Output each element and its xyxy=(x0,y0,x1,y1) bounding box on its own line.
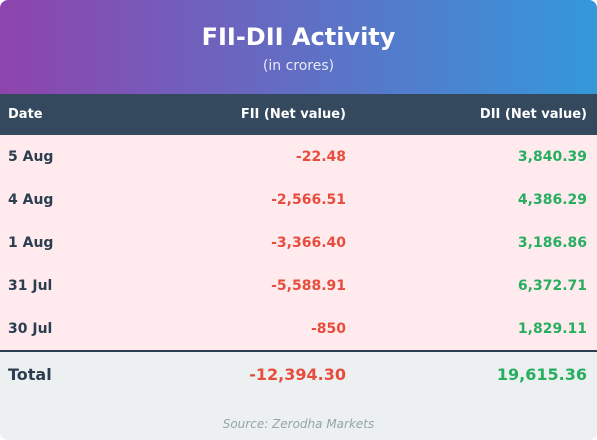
total-dii-value: 19,615.36 xyxy=(496,365,587,384)
card-title: FII-DII Activity xyxy=(201,23,396,51)
row-date: 4 Aug xyxy=(8,191,54,208)
table-row: 30 Jul -850 1,829.11 xyxy=(0,307,597,350)
table-body: 5 Aug -22.48 3,840.39 4 Aug -2,566.51 4,… xyxy=(0,135,597,352)
card-header: FII-DII Activity (in crores) xyxy=(0,0,597,94)
column-header-fii: FII (Net value) xyxy=(240,107,346,122)
table-header: Date FII (Net value) DII (Net value) xyxy=(0,94,597,135)
total-row: Total -12,394.30 19,615.36 xyxy=(0,352,597,397)
row-date: 1 Aug xyxy=(8,234,54,251)
column-header-dii: DII (Net value) xyxy=(479,107,587,122)
card-subtitle: (in crores) xyxy=(262,58,335,74)
row-fii-value: -5,588.91 xyxy=(271,277,346,294)
total-label: Total xyxy=(8,365,52,384)
row-fii-value: -2,566.51 xyxy=(271,191,346,208)
row-dii-value: 1,829.11 xyxy=(517,320,587,337)
row-date: 5 Aug xyxy=(8,148,54,165)
column-header-date: Date xyxy=(8,107,43,122)
table-row: 1 Aug -3,366.40 3,186.86 xyxy=(0,221,597,264)
row-dii-value: 6,372.71 xyxy=(517,277,587,294)
row-fii-value: -850 xyxy=(310,320,346,337)
row-date: 30 Jul xyxy=(8,320,53,337)
table-row: 5 Aug -22.48 3,840.39 xyxy=(0,135,597,178)
source-note: Source: Zerodha Markets xyxy=(222,417,375,431)
row-date: 31 Jul xyxy=(8,277,53,294)
total-fii-value: -12,394.30 xyxy=(249,365,346,384)
table-row: 31 Jul -5,588.91 6,372.71 xyxy=(0,264,597,307)
row-dii-value: 3,186.86 xyxy=(517,234,587,251)
row-fii-value: -3,366.40 xyxy=(271,234,346,251)
row-fii-value: -22.48 xyxy=(295,148,346,165)
row-dii-value: 3,840.39 xyxy=(517,148,587,165)
row-dii-value: 4,386.29 xyxy=(517,191,587,208)
table-row: 4 Aug -2,566.51 4,386.29 xyxy=(0,178,597,221)
activity-table: Date FII (Net value) DII (Net value) 5 A… xyxy=(0,94,597,397)
